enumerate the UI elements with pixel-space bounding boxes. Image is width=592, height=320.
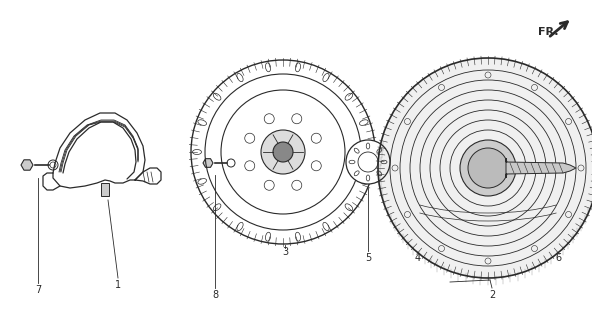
Polygon shape (506, 158, 576, 178)
Circle shape (187, 56, 379, 248)
Text: 8: 8 (212, 290, 218, 300)
Text: 4: 4 (415, 253, 421, 263)
Polygon shape (413, 181, 423, 189)
Text: 2: 2 (489, 290, 495, 300)
Circle shape (346, 140, 390, 184)
Text: 6: 6 (555, 253, 561, 263)
Polygon shape (101, 183, 109, 196)
Text: 3: 3 (282, 247, 288, 257)
Polygon shape (21, 160, 33, 170)
Text: 5: 5 (365, 253, 371, 263)
Polygon shape (203, 159, 213, 167)
Polygon shape (488, 141, 592, 214)
Text: FR.: FR. (538, 27, 558, 37)
Ellipse shape (378, 58, 592, 278)
Circle shape (460, 140, 516, 196)
Text: 1: 1 (115, 280, 121, 290)
Circle shape (261, 130, 305, 174)
Circle shape (273, 142, 293, 162)
Circle shape (468, 148, 508, 188)
Text: 7: 7 (35, 285, 41, 295)
